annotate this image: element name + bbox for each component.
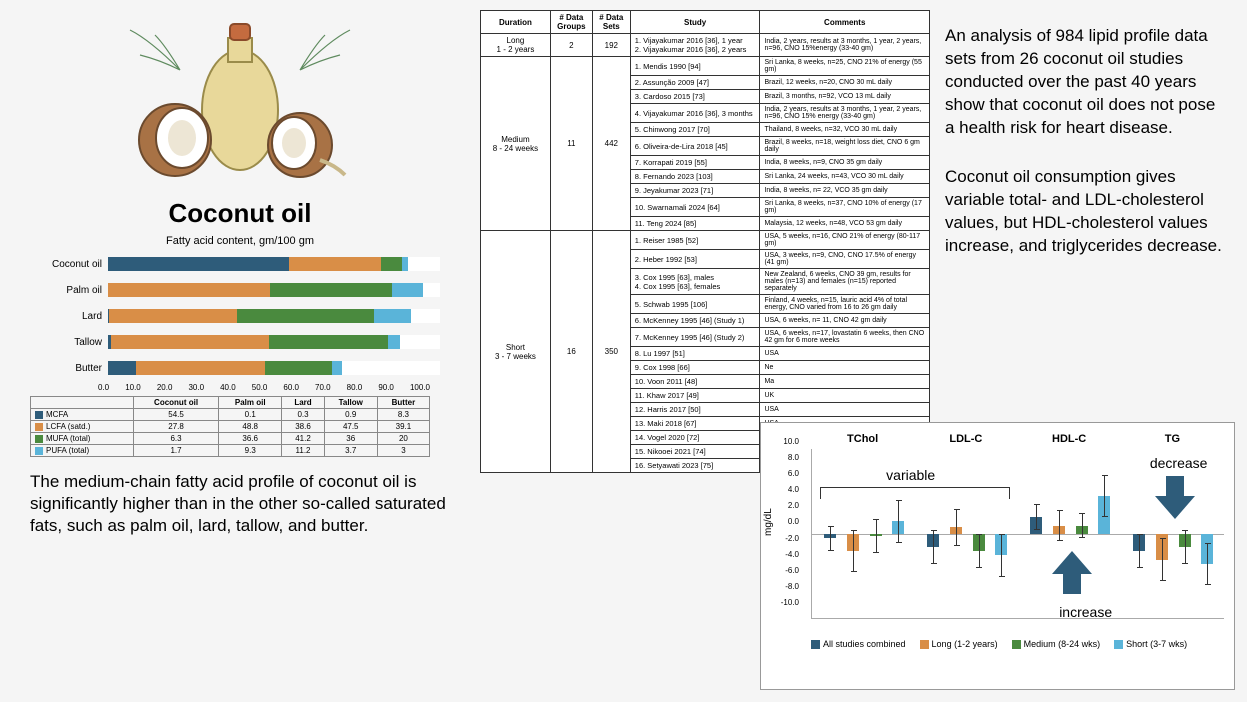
error-bar bbox=[1059, 510, 1060, 541]
error-bar bbox=[830, 526, 831, 552]
lipid-panel-header: TG bbox=[1121, 433, 1224, 445]
error-bar bbox=[1162, 538, 1163, 581]
error-bar bbox=[853, 530, 854, 573]
error-bar bbox=[1185, 530, 1186, 564]
error-bar bbox=[1139, 534, 1140, 568]
bar-segment bbox=[108, 283, 270, 297]
bar-label: Tallow bbox=[40, 337, 108, 348]
error-bar bbox=[1082, 513, 1083, 539]
coconut-title: Coconut oil bbox=[30, 198, 450, 229]
bar-track bbox=[108, 283, 440, 297]
lipid-panel-header: HDL-C bbox=[1018, 433, 1121, 445]
study-table: Duration# Data Groups# Data SetsStudyCom… bbox=[480, 10, 930, 473]
bar-segment bbox=[270, 283, 392, 297]
left-caption: The medium-chain fatty acid profile of c… bbox=[30, 471, 450, 537]
decrease-label: decrease bbox=[1150, 455, 1208, 471]
error-bar bbox=[1001, 534, 1002, 577]
legend-item: All studies combined bbox=[811, 639, 906, 649]
bar-track bbox=[108, 257, 440, 271]
bar-segment bbox=[269, 335, 389, 349]
bar-segment bbox=[109, 309, 237, 323]
legend-item: Medium (8-24 wks) bbox=[1012, 639, 1101, 649]
right-text-block: An analysis of 984 lipid profile data se… bbox=[945, 25, 1225, 283]
bar-segment bbox=[332, 361, 342, 375]
bar-row: Lard bbox=[40, 305, 440, 327]
bar-segment bbox=[265, 361, 331, 375]
bar-row: Butter bbox=[40, 357, 440, 379]
bar-segment bbox=[392, 283, 423, 297]
bar-label: Coconut oil bbox=[40, 259, 108, 270]
error-bar bbox=[956, 509, 957, 546]
bar-segment bbox=[381, 257, 402, 271]
bar-track bbox=[108, 335, 440, 349]
bar-segment bbox=[402, 257, 408, 271]
bar-segment bbox=[237, 309, 374, 323]
fatty-acid-bar-chart: Coconut oil Palm oil Lard Tallow Butter bbox=[40, 253, 440, 379]
fatty-acid-data-table: Coconut oilPalm oilLardTallowButterMCFA5… bbox=[30, 396, 430, 457]
lipid-legend: All studies combined Long (1-2 years) Medi… bbox=[811, 639, 1224, 649]
lipid-y-ticks: 10.08.06.04.02.00.0-2.0-4.0-6.0-8.0-10.0 bbox=[777, 437, 799, 607]
bar-label: Lard bbox=[40, 311, 108, 322]
lipid-panel-headers: TCholLDL-CHDL-CTG bbox=[811, 433, 1224, 445]
bar-track bbox=[108, 361, 440, 375]
bar-segment bbox=[374, 309, 411, 323]
increase-label: increase bbox=[1059, 604, 1112, 620]
legend-item: Long (1-2 years) bbox=[920, 639, 998, 649]
bar-segment bbox=[388, 335, 400, 349]
error-bar bbox=[876, 519, 877, 553]
increase-arrow-icon bbox=[1047, 546, 1097, 596]
error-bar bbox=[1104, 475, 1105, 518]
bar-row: Coconut oil bbox=[40, 253, 440, 275]
bar-label: Palm oil bbox=[40, 285, 108, 296]
variable-bracket bbox=[820, 487, 1010, 499]
error-bar bbox=[1207, 543, 1208, 586]
coconut-illustration bbox=[110, 10, 370, 190]
right-paragraph-2: Coconut oil consumption gives variable t… bbox=[945, 166, 1225, 258]
fatty-acid-x-axis: 0.010.020.030.040.050.060.070.080.090.01… bbox=[98, 383, 430, 392]
error-bar bbox=[979, 534, 980, 568]
bar-label: Butter bbox=[40, 363, 108, 374]
lipid-y-label: mg/dL bbox=[763, 508, 774, 536]
error-bar bbox=[933, 530, 934, 564]
bar-track bbox=[108, 309, 440, 323]
bar-segment bbox=[111, 335, 269, 349]
lipid-panel-header: TChol bbox=[811, 433, 914, 445]
error-bar bbox=[1036, 504, 1037, 530]
lipid-chart: mg/dL 10.08.06.04.02.00.0-2.0-4.0-6.0-8.… bbox=[760, 422, 1235, 690]
legend-item: Short (3-7 wks) bbox=[1114, 639, 1187, 649]
bar-segment bbox=[108, 361, 136, 375]
lipid-plot-area: variable increase decrease bbox=[811, 449, 1224, 619]
fatty-acid-chart-title: Fatty acid content, gm/100 gm bbox=[30, 235, 450, 247]
bar-row: Tallow bbox=[40, 331, 440, 353]
decrease-arrow-icon bbox=[1150, 471, 1200, 521]
bar-segment bbox=[136, 361, 266, 375]
bar-segment bbox=[108, 257, 289, 271]
bar-row: Palm oil bbox=[40, 279, 440, 301]
right-paragraph-1: An analysis of 984 lipid profile data se… bbox=[945, 25, 1225, 140]
bar-segment bbox=[289, 257, 381, 271]
lipid-panel-header: LDL-C bbox=[914, 433, 1017, 445]
variable-label: variable bbox=[886, 467, 935, 483]
error-bar bbox=[898, 500, 899, 543]
